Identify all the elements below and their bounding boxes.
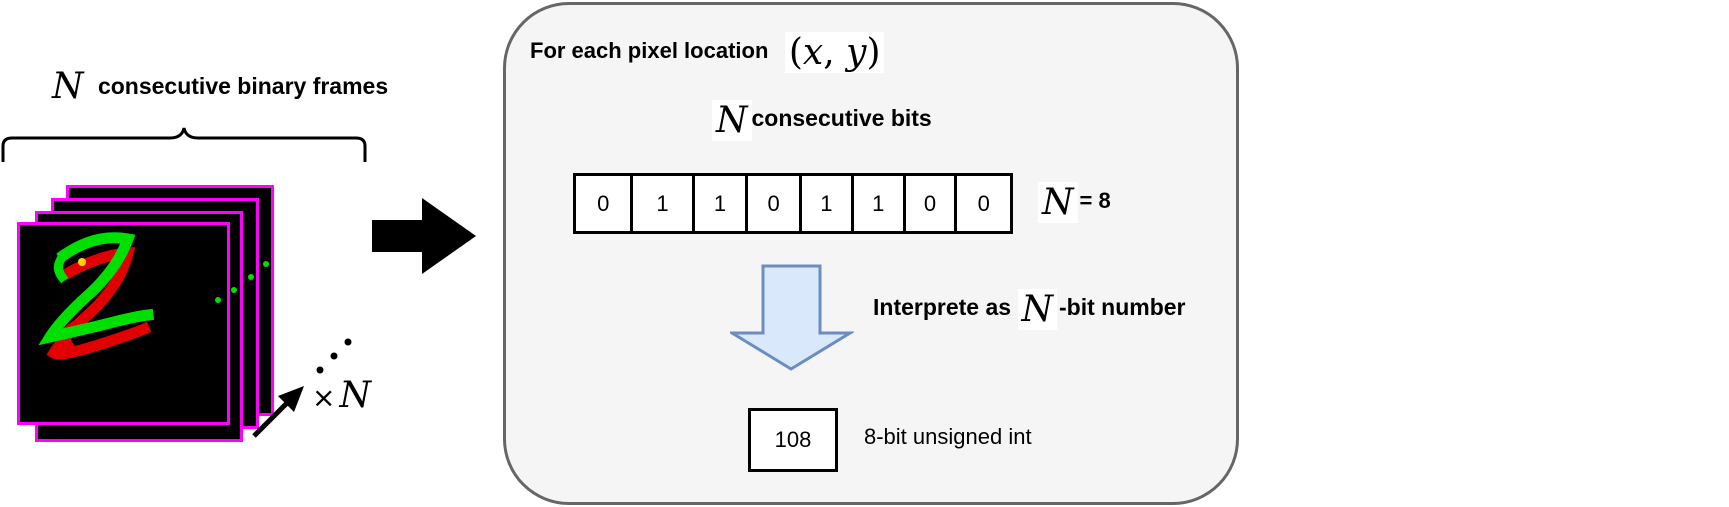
side-frame-dots [215, 261, 269, 303]
bit-cell: 0 [576, 176, 634, 231]
curly-brace [1, 127, 367, 162]
frames-label: consecutive binary frames [97, 73, 389, 99]
pixel-heading-label: For each pixel location [530, 38, 769, 63]
interpret-symbol: N [1017, 289, 1058, 330]
pixel-panel [503, 2, 1239, 505]
interpret-label: Interprete as N -bit number [873, 289, 1186, 330]
down-arrow-icon [730, 264, 854, 371]
bit-cell: 0 [748, 176, 803, 231]
digit-image [38, 232, 155, 360]
pixel-heading: For each pixel location (x, y) [530, 32, 885, 73]
right-arrow-icon [372, 198, 476, 274]
diagonal-ellipsis-icon [316, 338, 352, 374]
multiplier-symbol: N [339, 375, 371, 416]
n-equals: N = 8 [1038, 182, 1111, 223]
interpret-before: Interprete as [873, 294, 1012, 320]
pixel-coordinate: (x, y) [784, 32, 885, 73]
bit-cell: 0 [906, 176, 958, 231]
multiplier-label: × N [312, 375, 371, 416]
frames-title: N consecutive binary frames [52, 66, 388, 107]
result-box: 108 [748, 408, 838, 472]
frames-symbol: N [52, 66, 84, 107]
bits-symbol: N [712, 100, 752, 141]
n-symbol: N [1038, 182, 1078, 223]
bit-cell: 0 [977, 190, 990, 216]
bit-cell: 1 [802, 176, 854, 231]
times-sign: × [312, 381, 336, 414]
bit-cell: 1 [633, 176, 695, 231]
bit-cell: 1 [854, 176, 906, 231]
stack-arrow-icon [252, 386, 304, 438]
interpret-after: -bit number [1059, 294, 1186, 320]
bit-array: 0 1 1 0 1 1 0 0 [573, 173, 1013, 234]
result-label: 8-bit unsigned int [864, 424, 1032, 449]
n-value: = 8 [1079, 188, 1111, 213]
bits-label: consecutive bits [751, 105, 932, 131]
bit-cell: 1 [695, 176, 749, 231]
